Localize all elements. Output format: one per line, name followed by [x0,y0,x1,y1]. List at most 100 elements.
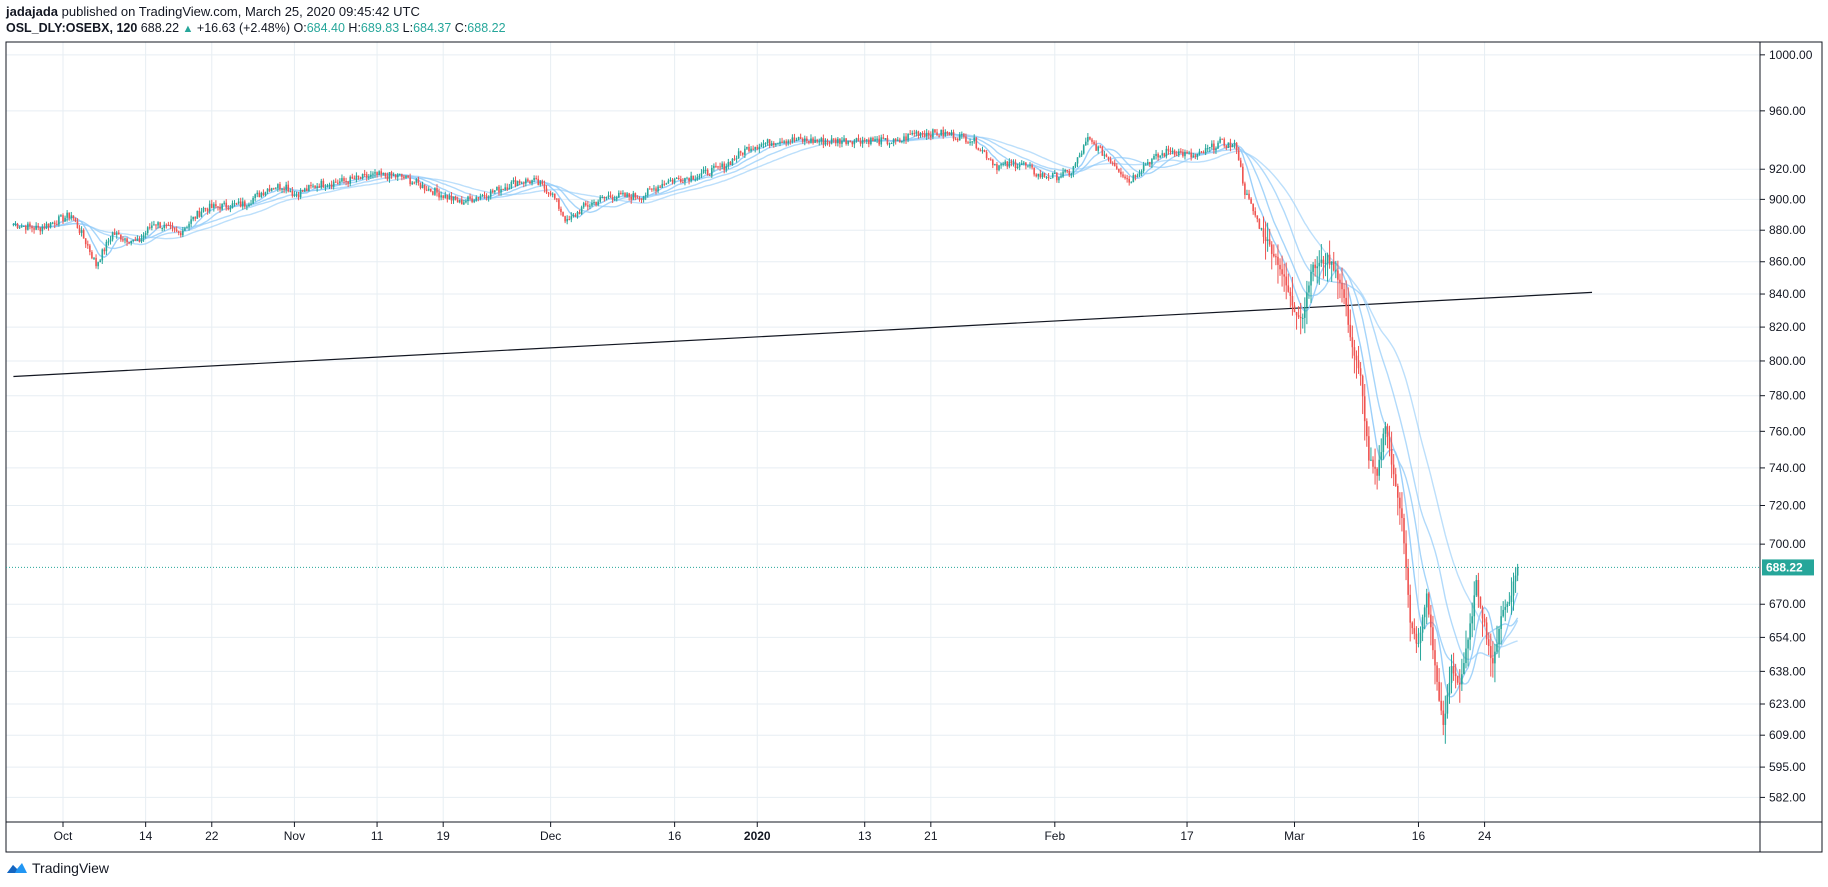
candle [157,221,159,229]
candle [644,192,647,201]
candle-body [25,225,27,230]
candle [553,193,556,201]
candle [481,193,484,197]
candle-body [1425,593,1428,608]
candle [570,212,573,223]
candle-body [1242,166,1244,184]
candle-body [1136,175,1139,178]
trendline[interactable] [13,291,1593,378]
candle [483,191,486,199]
candle-body [287,184,290,192]
candle-body [826,141,829,143]
candle [1155,149,1157,160]
price-tick-label: 820.00 [1769,320,1806,334]
candle-body [1072,166,1075,174]
time-tick-label: Nov [284,829,305,843]
candle-body [789,140,792,142]
candle-body [671,179,674,183]
candle [911,130,914,136]
candle-body [1332,261,1335,271]
candle [504,183,506,192]
candle-body [1101,146,1104,156]
candle-body [244,201,246,207]
candle [605,196,608,201]
candle [983,149,986,153]
candle [671,178,674,185]
candle-body [316,186,318,188]
candle-body [580,207,583,214]
candle [748,143,750,153]
candle [1070,172,1073,179]
candle [314,185,316,189]
candle-body [688,177,690,182]
candle-body [60,215,62,217]
candle [506,183,509,192]
candle-body [828,141,831,144]
candle-body [1368,436,1370,461]
candle [1320,244,1323,267]
trend-line[interactable] [13,291,1593,378]
candle [576,210,579,219]
candle [1382,428,1385,460]
candle-body [272,188,275,190]
candle-body [1037,173,1040,177]
candle [646,187,649,198]
candle [47,223,50,231]
candle [1388,425,1391,457]
candle [1475,575,1478,598]
candle-body [1479,596,1482,608]
price-axis[interactable]: 1000.00960.00920.00900.00880.00860.00840… [1760,48,1813,805]
candle [618,190,620,199]
candle [1430,605,1432,646]
candle-body [1339,279,1341,283]
candle-body [446,194,449,200]
candle-body [241,201,244,207]
high-value: 689.83 [360,21,400,35]
candle-body [739,151,742,153]
candle-body [890,143,893,145]
candle-body [985,152,988,159]
candle [1023,160,1025,166]
candle-body [76,221,79,229]
candle-body [1016,166,1019,169]
candle-body [1504,606,1507,610]
candle-body [89,245,91,253]
time-axis[interactable]: Oct 14 22 Nov 11 19 Dec 16 2020 13 21 Feb 17 Mar 16 24 [54,822,1492,843]
candle-body [463,202,465,205]
candle [1256,215,1259,223]
candle [870,136,872,146]
candle [1219,136,1221,144]
candle-body [27,223,29,230]
candle-body [1035,174,1038,177]
candle [680,175,682,184]
footer-brand[interactable]: TradingView [6,860,109,876]
candle [1180,148,1182,154]
candle [1496,625,1498,655]
time-tick-label: Oct [54,829,73,843]
time-tick-label: 24 [1478,829,1492,843]
candle-body [1386,426,1389,438]
candle [981,146,984,154]
candle [551,192,554,198]
candle-body [644,195,647,197]
candle [940,129,942,136]
candle-body [653,188,655,190]
candle [171,222,174,232]
candle [803,135,806,146]
candle-body [613,199,616,201]
candle [649,185,651,190]
candle [25,224,27,234]
candle-body [471,198,473,202]
candle [167,221,170,227]
candle-body [363,173,366,175]
candle-body [440,195,442,198]
candle [1006,161,1009,170]
candle-body [105,241,108,252]
candle [35,222,37,231]
candle [969,138,971,146]
candle [1115,163,1118,170]
candle [1355,350,1358,379]
candle [1351,325,1354,359]
candle-body [250,203,252,205]
